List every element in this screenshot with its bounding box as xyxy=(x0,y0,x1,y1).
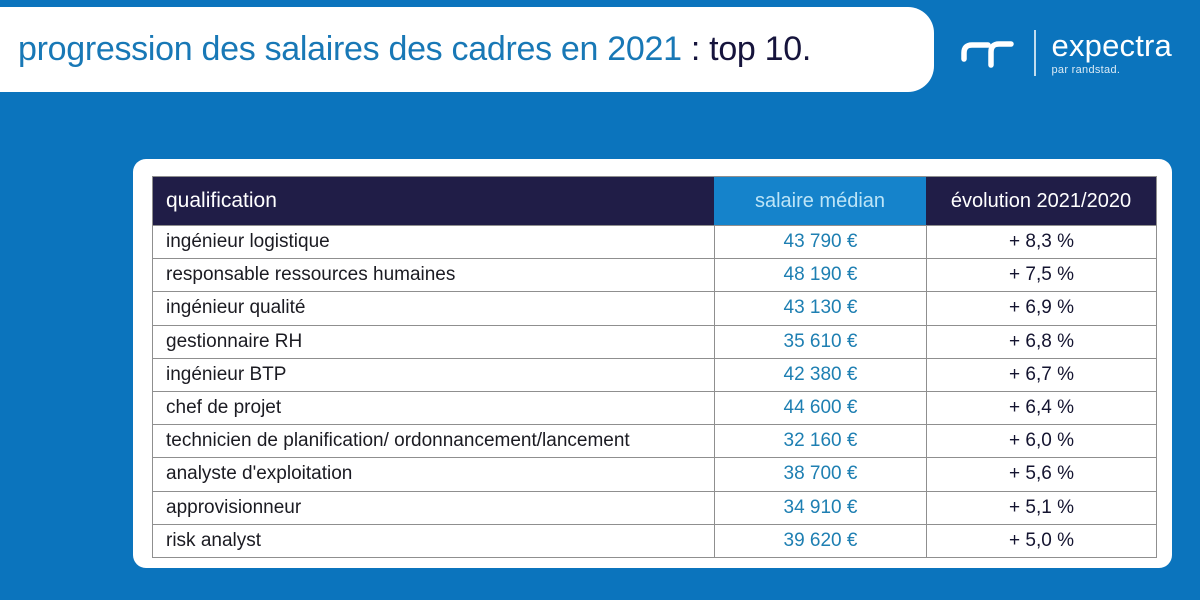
evolution-cell: + 6,0 % xyxy=(926,424,1156,458)
qualification-cell: ingénieur logistique xyxy=(153,225,714,259)
salary-cell: 43 790 € xyxy=(714,225,926,259)
page-title: progression des salaires des cadres en 2… xyxy=(0,30,811,69)
qualification-cell: risk analyst xyxy=(153,523,714,557)
qualification-cell: chef de projet xyxy=(153,390,714,425)
salary-cell: 38 700 € xyxy=(714,457,926,491)
column-header-evolution: évolution 2021/2020 xyxy=(926,177,1156,225)
evolution-cell: + 6,9 % xyxy=(926,291,1156,325)
evolution-cell: + 5,1 % xyxy=(926,490,1156,524)
qualification-cell: gestionnaire RH xyxy=(153,324,714,358)
evolution-cell: + 5,6 % xyxy=(926,457,1156,491)
logo-divider xyxy=(1033,30,1036,76)
qualification-cell: analyste d'exploitation xyxy=(153,457,714,491)
title-band: progression des salaires des cadres en 2… xyxy=(0,7,934,92)
salary-cell: 48 190 € xyxy=(714,258,926,292)
randstad-symbol-icon xyxy=(960,41,1014,68)
column-header-qualification: qualification xyxy=(153,177,714,225)
column-header-salaire-median: salaire médian xyxy=(714,177,926,225)
evolution-cell: + 6,7 % xyxy=(926,357,1156,391)
salary-cell: 34 910 € xyxy=(714,490,926,524)
qualification-cell: ingénieur BTP xyxy=(153,357,714,391)
salary-table: qualification salaire médian évolution 2… xyxy=(152,176,1157,558)
qualification-cell: technicien de planification/ ordonnancem… xyxy=(153,424,714,458)
salary-cell: 39 620 € xyxy=(714,523,926,557)
brand-logo: expectra par randstad. xyxy=(958,30,1173,76)
brand-tagline: par randstad. xyxy=(1051,63,1121,76)
qualification-cell: responsable ressources humaines xyxy=(153,258,714,292)
salary-cell: 42 380 € xyxy=(714,357,926,391)
table-card: qualification salaire médian évolution 2… xyxy=(133,159,1172,568)
evolution-cell: + 7,5 % xyxy=(926,258,1156,292)
evolution-cell: + 8,3 % xyxy=(926,225,1156,259)
qualification-cell: ingénieur qualité xyxy=(153,291,714,325)
salary-cell: 35 610 € xyxy=(714,324,926,358)
salary-cell: 44 600 € xyxy=(714,390,926,425)
evolution-cell: + 6,4 % xyxy=(926,390,1156,425)
salary-cell: 43 130 € xyxy=(714,291,926,325)
brand-name: expectra xyxy=(1051,27,1172,63)
salary-cell: 32 160 € xyxy=(714,424,926,458)
evolution-cell: + 5,0 % xyxy=(926,523,1156,557)
evolution-cell: + 6,8 % xyxy=(926,324,1156,358)
page-title-main: progression des salaires des cadres en 2… xyxy=(18,30,682,68)
qualification-cell: approvisionneur xyxy=(153,490,714,524)
page-title-highlight: : top 10. xyxy=(681,30,812,68)
